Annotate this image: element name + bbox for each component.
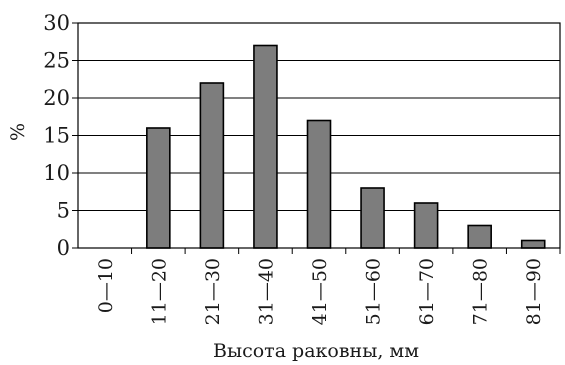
x-tick-label: 11—20 bbox=[148, 258, 170, 325]
x-tick-label: 41—50 bbox=[309, 258, 331, 325]
y-tick-label: 0 bbox=[57, 236, 70, 260]
y-tick-label: 20 bbox=[43, 86, 70, 110]
y-tick-label: 5 bbox=[57, 199, 70, 223]
y-tick-label: 15 bbox=[43, 124, 70, 148]
x-axis-title: Высота раковны, мм bbox=[213, 340, 419, 362]
x-tick-label: 0—10 bbox=[95, 258, 117, 313]
bar bbox=[360, 187, 385, 249]
bar bbox=[306, 119, 332, 249]
y-axis-title: % bbox=[7, 123, 29, 141]
y-tick-label: 30 bbox=[43, 11, 70, 35]
x-tick-label: 21—30 bbox=[202, 258, 224, 325]
x-tick-labels: 0—10 11—20 21—30 31—40 41—50 51—60 61—70 71—80 8… bbox=[95, 258, 545, 325]
bar bbox=[146, 127, 171, 249]
x-tick-label: 81—90 bbox=[523, 258, 545, 325]
x-tick-label: 31—40 bbox=[255, 258, 277, 325]
x-tick-label: 71—80 bbox=[470, 258, 492, 325]
bar bbox=[413, 202, 439, 249]
bar bbox=[253, 44, 278, 249]
plot-area-border bbox=[77, 22, 561, 249]
x-tick-label: 61—70 bbox=[416, 258, 438, 325]
bar bbox=[520, 239, 546, 249]
plot-frame bbox=[77, 22, 561, 249]
x-tick-label: 51—60 bbox=[363, 258, 385, 325]
y-tick-labels: 0 5 10 15 20 25 30 bbox=[43, 11, 70, 260]
bar bbox=[199, 82, 225, 249]
y-tick-label: 25 bbox=[43, 49, 70, 73]
bars bbox=[146, 44, 546, 249]
y-tick-label: 10 bbox=[43, 161, 70, 185]
bar bbox=[467, 224, 492, 249]
